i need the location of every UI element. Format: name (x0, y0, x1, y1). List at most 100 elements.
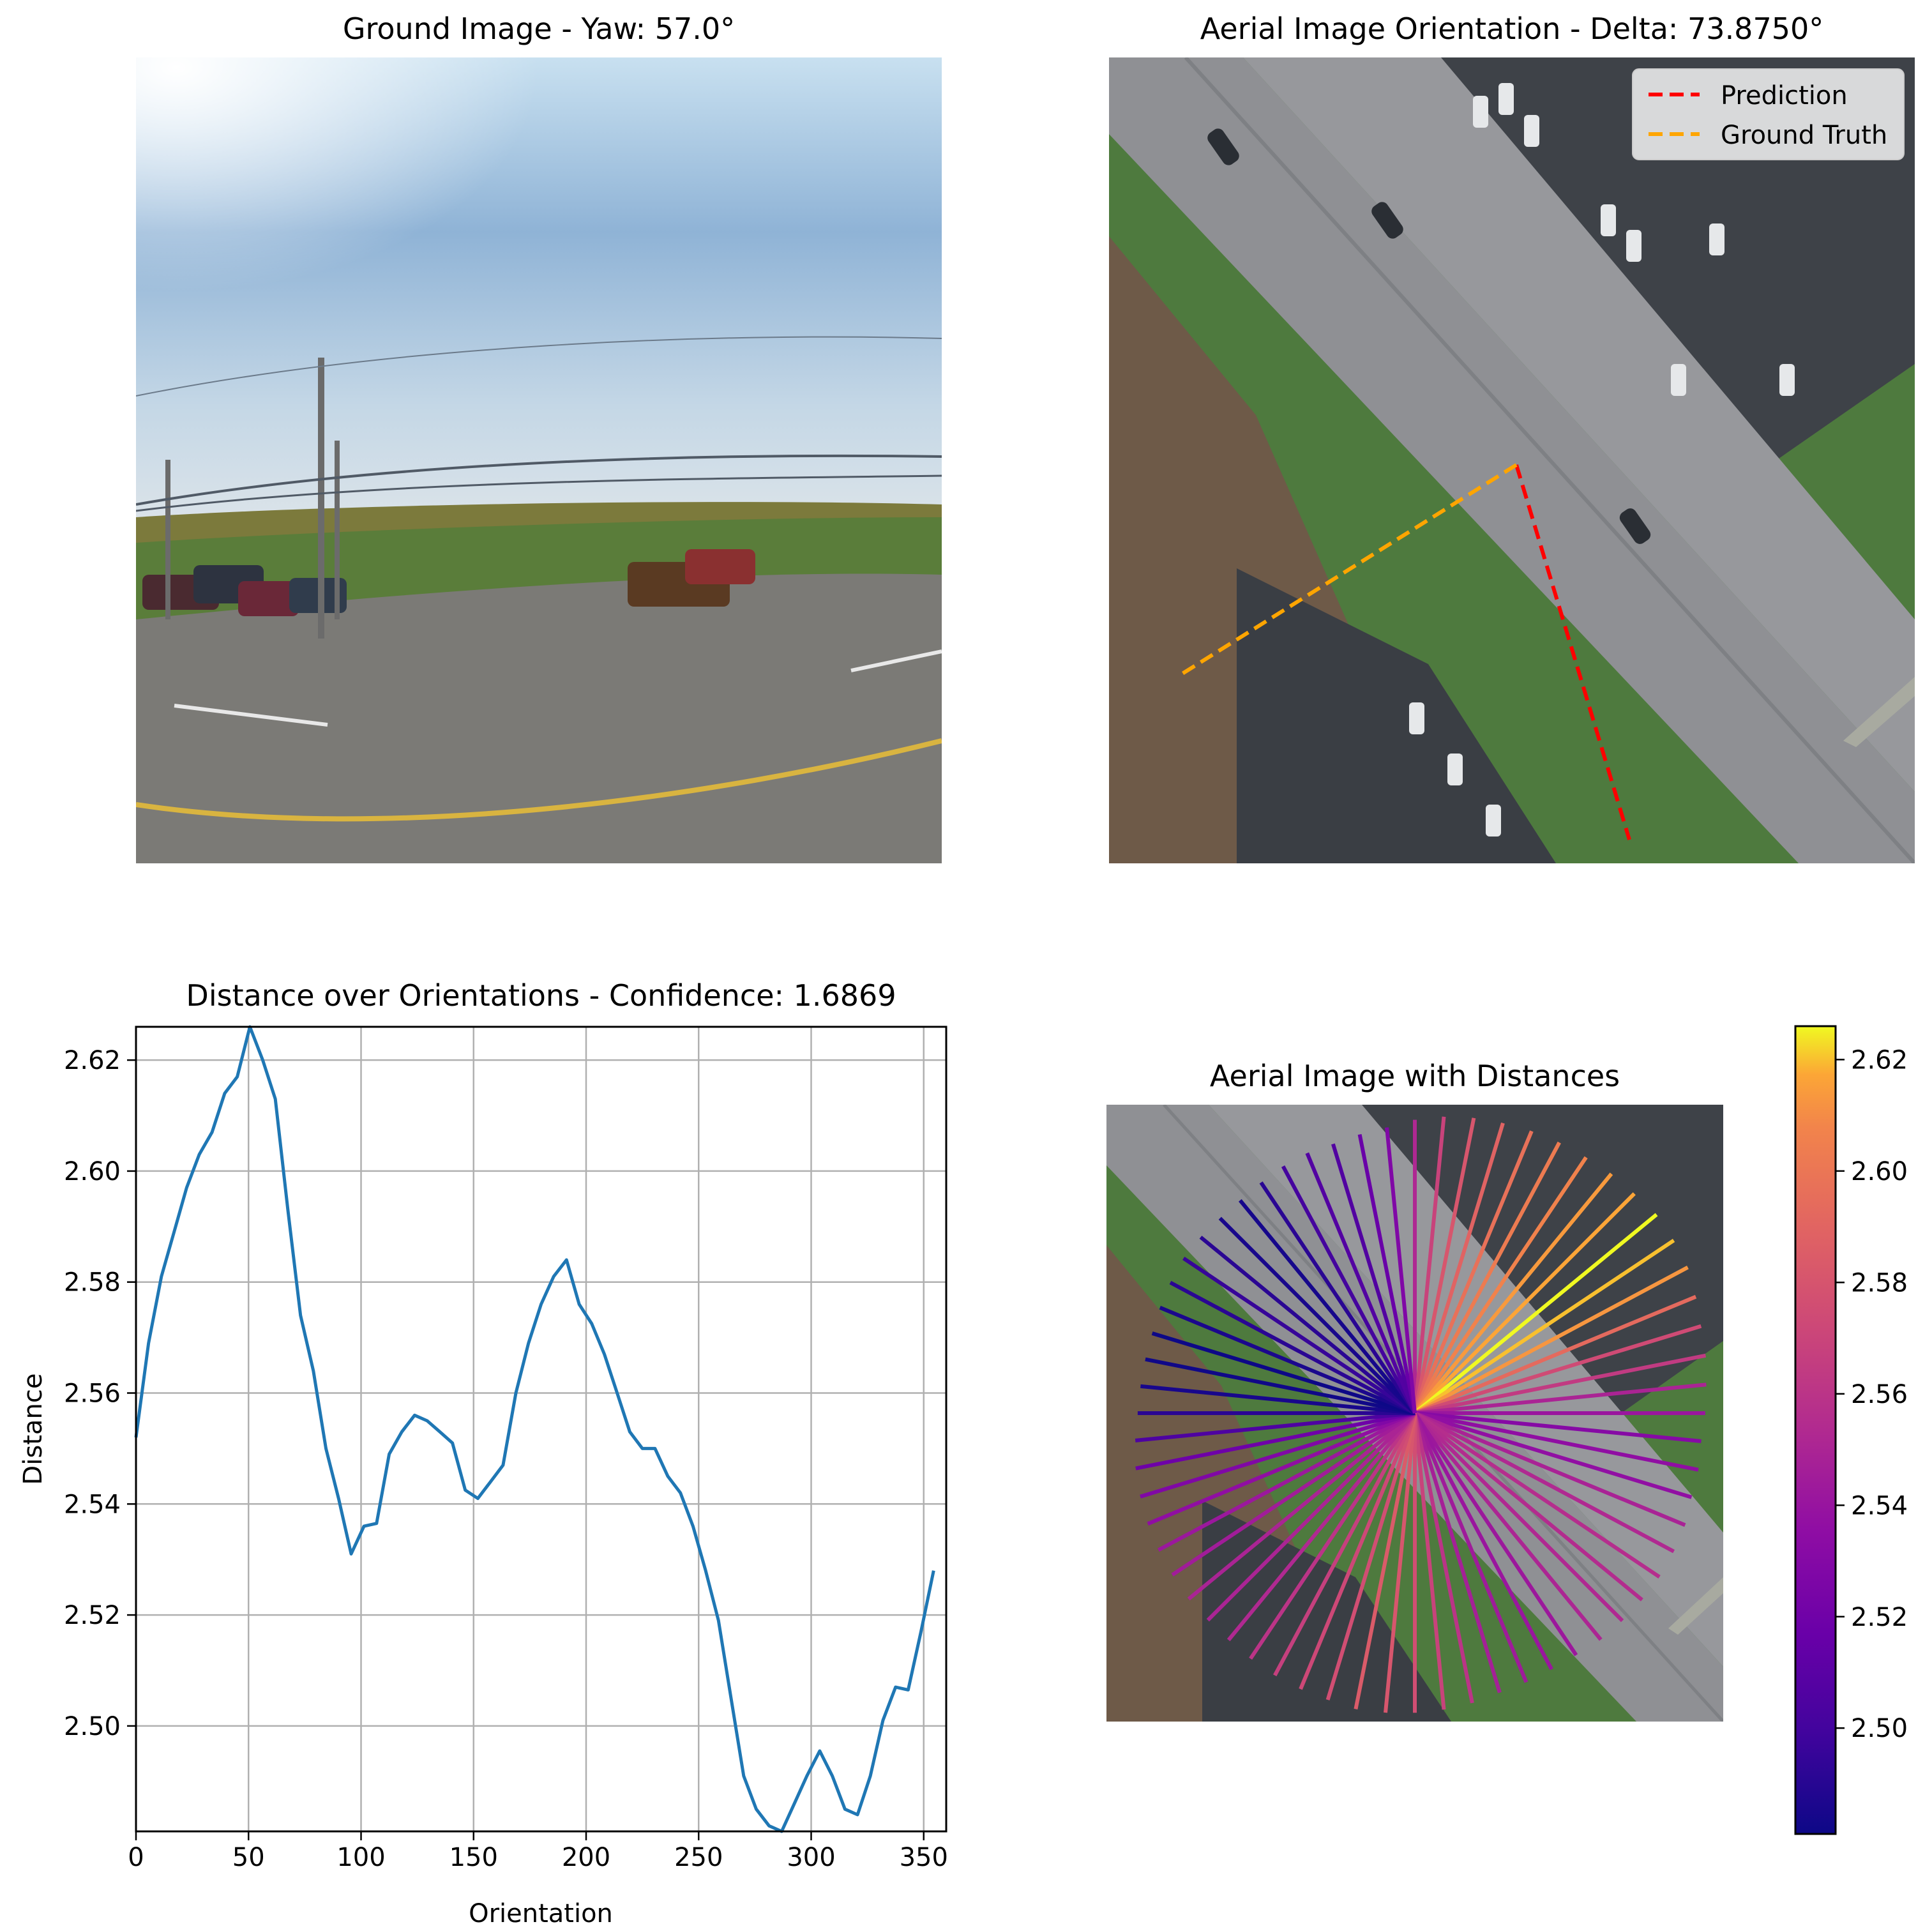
distance-series-line (134, 1025, 935, 1833)
distance-ray (1413, 1122, 1505, 1414)
distance-ray (1299, 1412, 1417, 1690)
distance-ray (1171, 1411, 1416, 1577)
x-tick-label: 0 (128, 1843, 144, 1872)
ground-truth-line (1178, 463, 1518, 678)
distance-ray (1414, 1411, 1702, 1443)
distance-ray (1384, 1412, 1417, 1713)
legend: Prediction Ground Truth (1632, 68, 1905, 160)
distance-ray (1413, 1172, 1613, 1414)
distance-ray (1354, 1412, 1417, 1710)
colorbar-tick-label: 2.56 (1851, 1380, 1908, 1409)
distance-ray (1273, 1412, 1417, 1677)
distance-ray (1147, 1411, 1416, 1526)
legend-prediction-label: Prediction (1721, 81, 1848, 110)
legend-ground-truth-label: Ground Truth (1721, 121, 1887, 150)
plot-area-frame (135, 1026, 947, 1833)
distance-ray (1182, 1257, 1416, 1415)
colorbar-tick-label: 2.60 (1851, 1157, 1908, 1186)
y-tick-label: 2.62 (64, 1046, 121, 1075)
colorbar-tick-label: 2.62 (1851, 1045, 1908, 1075)
distance-ray (1413, 1130, 1534, 1414)
x-tick-label: 350 (900, 1843, 948, 1872)
distance-ray (1413, 1117, 1476, 1414)
colorbar-tick-label: 2.58 (1851, 1268, 1908, 1298)
distance-ray (1238, 1199, 1417, 1414)
aerial-orientation-title: Aerial Image Orientation - Delta: 73.875… (1200, 11, 1824, 46)
distance-ray (1414, 1266, 1689, 1415)
colorbar-tick-label: 2.54 (1851, 1491, 1908, 1520)
distance-ray (1413, 1156, 1588, 1414)
colorbar-tick-label: 2.50 (1851, 1714, 1908, 1743)
distance-ray (1218, 1216, 1417, 1415)
distance-ray (1413, 1192, 1636, 1415)
y-axis-label: Distance (19, 1374, 48, 1485)
distance-ray (1413, 1141, 1561, 1414)
y-tick-label: 2.58 (64, 1268, 121, 1298)
y-tick-label: 2.60 (64, 1157, 121, 1186)
x-tick-label: 300 (787, 1843, 835, 1872)
colorbar: 2.50 2.52 2.54 2.56 2.58 2.60 2.62 (1794, 1025, 1908, 1835)
x-tick-label: 250 (674, 1843, 723, 1872)
distance-ray (1414, 1411, 1643, 1602)
distance-ray (1413, 1412, 1578, 1656)
distance-ray (1413, 1411, 1624, 1623)
distance-ray (1157, 1411, 1416, 1552)
distance-ray (1140, 1384, 1415, 1415)
y-tick-label: 2.52 (64, 1601, 121, 1630)
x-tick-label: 200 (562, 1843, 610, 1872)
distance-rays (1135, 1116, 1707, 1713)
distance-ray (1145, 1357, 1415, 1415)
distance-ray (1414, 1239, 1675, 1415)
colorbar-tick-label: 2.52 (1851, 1603, 1908, 1632)
colorbar-gradient (1794, 1025, 1837, 1835)
distance-ray (1414, 1353, 1707, 1415)
x-tick-label: 50 (232, 1843, 265, 1872)
distance-ray (1135, 1411, 1415, 1471)
distance-ray (1413, 1412, 1474, 1704)
distance-ray (1357, 1134, 1417, 1414)
distance-ray (1249, 1412, 1417, 1660)
distance-ray (1135, 1411, 1415, 1443)
x-tick-label: 100 (336, 1843, 385, 1872)
distances-title: Aerial Image with Distances (1209, 1059, 1620, 1093)
distance-ray (1187, 1411, 1416, 1601)
distance-ray (1413, 1412, 1502, 1693)
distance-ray (1414, 1411, 1686, 1527)
distance-ray (1414, 1324, 1702, 1415)
distance-ray (1331, 1143, 1417, 1414)
ground-image-title: Ground Image - Yaw: 57.0° (342, 11, 736, 46)
y-tick-label: 2.54 (64, 1490, 121, 1519)
aerial-orientation-image (1109, 57, 1915, 863)
distance-ray (1259, 1181, 1417, 1414)
distance-ray (1414, 1411, 1675, 1554)
distance-ray (1199, 1236, 1416, 1415)
prediction-line (1514, 464, 1631, 840)
chart-title: Distance over Orientations - Confidence:… (186, 978, 896, 1013)
distance-ray (1206, 1411, 1417, 1622)
distance-ray (1413, 1412, 1446, 1710)
distance-ray (1385, 1127, 1417, 1414)
distance-ray (1414, 1382, 1707, 1415)
x-tick-label: 150 (449, 1843, 498, 1872)
y-tick-label: 2.50 (64, 1712, 121, 1741)
distance-ray (1414, 1213, 1658, 1415)
distance-ray (1414, 1294, 1697, 1415)
distance-line-chart: 0 50 100 150 200 250 300 350 2.50 2.52 2.54 2.56 2.5… (19, 1025, 948, 1928)
distance-ray (1413, 1412, 1553, 1670)
distance-ray (1305, 1152, 1417, 1414)
orientation-overlay: Prediction Ground Truth (1178, 68, 1905, 840)
distance-ray (1414, 1411, 1699, 1472)
ground-image (136, 57, 942, 863)
distance-ray (1226, 1412, 1417, 1642)
distance-ray (1414, 1411, 1661, 1579)
distance-ray (1414, 1411, 1693, 1499)
distance-ray (1413, 1116, 1446, 1414)
y-tick-label: 2.56 (64, 1379, 121, 1409)
distance-ray (1159, 1305, 1416, 1415)
distance-ray (1151, 1331, 1415, 1415)
distance-ray (1140, 1411, 1415, 1499)
distance-ray (1325, 1412, 1417, 1700)
distance-ray (1281, 1165, 1417, 1414)
distance-ray (1413, 1412, 1603, 1641)
x-axis-label: Orientation (469, 1899, 613, 1928)
